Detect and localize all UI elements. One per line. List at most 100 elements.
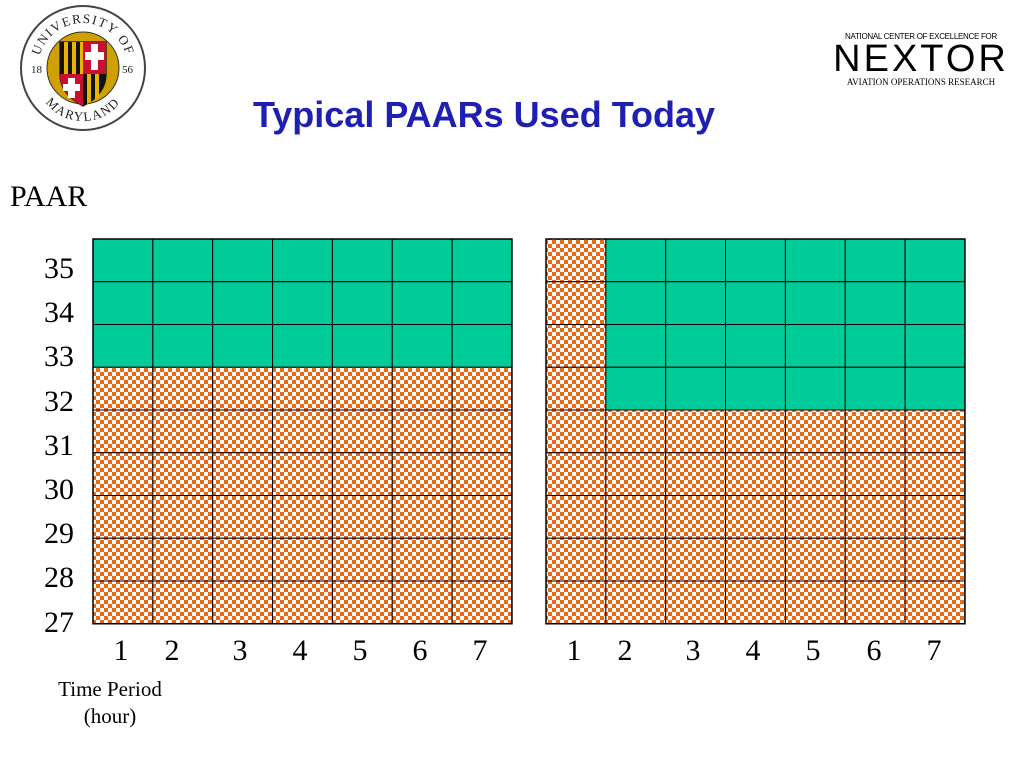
paar-cell-restricted <box>391 495 453 539</box>
paar-cell-restricted <box>545 452 607 496</box>
x-axis-title-line1: Time Period <box>58 677 162 701</box>
paar-cell-available <box>904 238 966 283</box>
paar-cell-restricted <box>665 537 727 582</box>
paar-cell-available <box>665 281 727 325</box>
paar-cell-restricted <box>152 366 214 411</box>
paar-cell-available <box>784 281 846 325</box>
paar-chart-2 <box>545 238 966 625</box>
y-tick-label: 32 <box>44 384 74 418</box>
paar-cell-available <box>152 324 214 368</box>
paar-cell-available <box>391 281 453 325</box>
paar-cell-available <box>331 281 393 325</box>
paar-cell-restricted <box>92 495 154 539</box>
paar-cell-restricted <box>844 580 906 625</box>
paar-cell-restricted <box>725 495 786 539</box>
y-tick-label: 33 <box>44 340 74 374</box>
paar-cell-available <box>844 366 906 411</box>
paar-cell-restricted <box>331 366 393 411</box>
paar-cell-available <box>904 366 966 411</box>
paar-cell-restricted <box>212 580 274 625</box>
paar-cell-restricted <box>451 366 513 411</box>
paar-cell-restricted <box>904 580 966 625</box>
paar-cell-restricted <box>272 452 333 496</box>
paar-cell-restricted <box>272 409 333 454</box>
paar-cell-restricted <box>545 495 607 539</box>
x-axis-title-line2: (hour) <box>83 704 137 728</box>
paar-cell-restricted <box>545 238 607 283</box>
paar-cell-restricted <box>904 537 966 582</box>
paar-cell-restricted <box>391 580 453 625</box>
paar-cell-available <box>331 238 393 283</box>
paar-cell-restricted <box>605 452 667 496</box>
x-tick-label: 1 <box>113 634 129 667</box>
y-tick-label: 34 <box>44 296 74 330</box>
paar-cell-restricted <box>212 366 274 411</box>
paar-cell-restricted <box>152 452 214 496</box>
x-tick-label: 6 <box>412 634 428 667</box>
paar-cell-restricted <box>92 580 154 625</box>
paar-cell-restricted <box>331 409 393 454</box>
nextor-top-line: NATIONAL CENTER OF EXCELLENCE FOR <box>845 32 997 41</box>
paar-cell-restricted <box>904 409 966 454</box>
paar-cell-restricted <box>665 409 727 454</box>
x-tick-label: 2 <box>164 634 180 667</box>
paar-cell-available <box>725 281 786 325</box>
paar-cell-restricted <box>331 495 393 539</box>
paar-cell-available <box>212 281 274 325</box>
paar-cell-available <box>904 324 966 368</box>
paar-cell-available <box>605 324 667 368</box>
paar-cell-restricted <box>545 324 607 368</box>
paar-cell-restricted <box>272 366 333 411</box>
umd-year-left: 18 <box>31 64 43 76</box>
paar-cell-restricted <box>152 409 214 454</box>
paar-cell-restricted <box>391 452 453 496</box>
x-tick-label: 7 <box>926 634 942 667</box>
paar-cell-available <box>451 324 513 368</box>
nextor-wordmark: NEXTOR <box>833 38 1009 80</box>
paar-cell-available <box>272 281 333 325</box>
paar-cell-restricted <box>545 281 607 325</box>
paar-cell-available <box>272 324 333 368</box>
paar-cell-restricted <box>844 409 906 454</box>
paar-cell-restricted <box>391 366 453 411</box>
paar-cell-restricted <box>605 409 667 454</box>
paar-cell-available <box>451 281 513 325</box>
paar-cell-restricted <box>784 452 846 496</box>
paar-cell-restricted <box>605 495 667 539</box>
paar-cell-available <box>212 238 274 283</box>
x-tick-label: 4 <box>745 634 761 667</box>
paar-cell-restricted <box>212 452 274 496</box>
paar-cell-restricted <box>212 537 274 582</box>
x-tick-label: 5 <box>352 634 368 667</box>
paar-cell-restricted <box>545 409 607 454</box>
paar-cell-available <box>784 366 846 411</box>
paar-cell-restricted <box>272 495 333 539</box>
paar-cell-restricted <box>451 495 513 539</box>
paar-cell-restricted <box>784 409 846 454</box>
paar-cell-available <box>844 238 906 283</box>
paar-cell-restricted <box>212 409 274 454</box>
x-tick-label: 1 <box>566 634 582 667</box>
paar-cell-restricted <box>152 495 214 539</box>
paar-cell-restricted <box>784 580 846 625</box>
y-axis-title: PAAR <box>10 180 88 213</box>
umd-year-right: 56 <box>122 64 134 76</box>
y-tick-label: 27 <box>44 605 74 639</box>
paar-cell-restricted <box>665 452 727 496</box>
paar-cell-restricted <box>725 580 786 625</box>
paar-cell-available <box>152 281 214 325</box>
paar-cell-restricted <box>725 409 786 454</box>
paar-cell-available <box>212 324 274 368</box>
paar-cell-restricted <box>784 537 846 582</box>
y-tick-label: 31 <box>44 428 74 462</box>
paar-cell-restricted <box>844 537 906 582</box>
paar-cell-restricted <box>844 495 906 539</box>
paar-cell-restricted <box>92 366 154 411</box>
x-tick-label: 3 <box>232 634 248 667</box>
paar-cell-restricted <box>152 580 214 625</box>
y-tick-label: 30 <box>44 473 74 506</box>
slide-title: Typical PAARs Used Today <box>252 94 716 135</box>
x-tick-label: 3 <box>685 634 701 667</box>
paar-cell-available <box>605 238 667 283</box>
